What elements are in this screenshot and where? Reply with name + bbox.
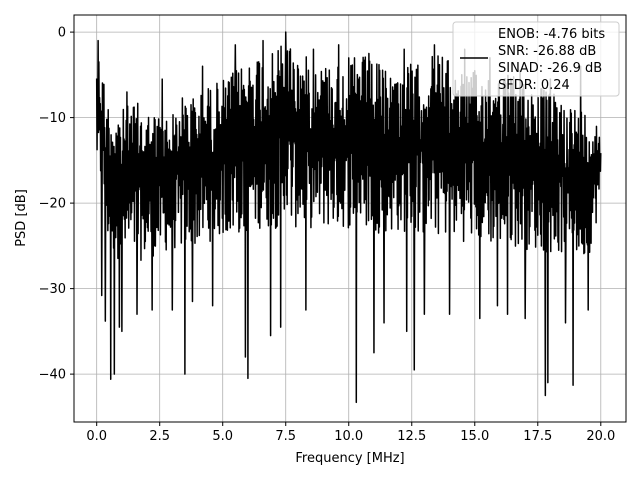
x-tick-label-5: 12.5 — [397, 429, 426, 444]
y-tick-label-4: −40 — [39, 368, 66, 383]
legend-entry-sinad: SINAD: -26.9 dB — [498, 61, 602, 76]
legend-box — [452, 21, 620, 97]
legend: ENOB: -4.76 bits SNR: -26.88 dB SINAD: -… — [452, 21, 620, 97]
x-tick-label-8: 20.0 — [586, 429, 615, 444]
x-tick-label-7: 17.5 — [523, 429, 552, 444]
x-tick-label-1: 2.5 — [149, 429, 170, 444]
y-tick-label-0: 0 — [58, 26, 66, 41]
y-tick-label-3: −30 — [39, 282, 66, 297]
x-tick-label-4: 10.0 — [334, 429, 363, 444]
x-tick-label-2: 5.0 — [212, 429, 233, 444]
y-axis-ticks: 0 −10 −20 −30 −40 — [39, 26, 74, 383]
legend-entry-sfdr: SFDR: 0.24 — [498, 78, 570, 93]
x-tick-label-3: 7.5 — [275, 429, 296, 444]
y-tick-label-2: −20 — [39, 197, 66, 212]
legend-entry-enob: ENOB: -4.76 bits — [498, 27, 605, 42]
y-axis-label: PSD [dB] — [14, 189, 29, 247]
x-tick-label-6: 15.0 — [460, 429, 489, 444]
x-axis-ticks: 0.0 2.5 5.0 7.5 10.0 12.5 15.0 17.5 20.0 — [86, 422, 615, 444]
x-axis-label: Frequency [MHz] — [295, 451, 404, 466]
axes-frame — [73, 14, 627, 423]
y-tick-label-1: −10 — [39, 111, 66, 126]
legend-entry-snr: SNR: -26.88 dB — [498, 44, 596, 59]
psd-line — [95, 31, 602, 404]
psd-line-series — [95, 31, 602, 404]
x-tick-label-0: 0.0 — [86, 429, 107, 444]
